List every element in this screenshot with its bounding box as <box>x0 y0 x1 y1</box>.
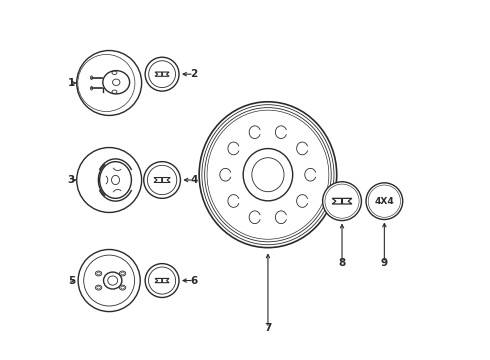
Circle shape <box>77 148 142 212</box>
Text: 5: 5 <box>68 275 75 285</box>
Circle shape <box>145 264 179 297</box>
Circle shape <box>77 50 142 116</box>
Ellipse shape <box>96 285 102 290</box>
Ellipse shape <box>99 162 131 198</box>
Ellipse shape <box>120 271 126 276</box>
Circle shape <box>145 57 179 91</box>
Text: 3: 3 <box>68 175 75 185</box>
Text: 4: 4 <box>190 175 197 185</box>
Ellipse shape <box>120 285 126 290</box>
Text: 6: 6 <box>190 275 197 285</box>
Ellipse shape <box>103 272 122 289</box>
Ellipse shape <box>96 271 102 276</box>
Text: 9: 9 <box>381 258 388 268</box>
Text: 8: 8 <box>339 258 345 268</box>
Circle shape <box>322 182 362 221</box>
Text: 7: 7 <box>264 323 271 333</box>
Circle shape <box>366 183 403 220</box>
Text: 2: 2 <box>190 69 197 79</box>
Text: 4X4: 4X4 <box>374 197 394 206</box>
Text: 1: 1 <box>68 78 75 88</box>
Ellipse shape <box>103 71 130 94</box>
Circle shape <box>144 162 180 198</box>
Circle shape <box>78 249 140 312</box>
